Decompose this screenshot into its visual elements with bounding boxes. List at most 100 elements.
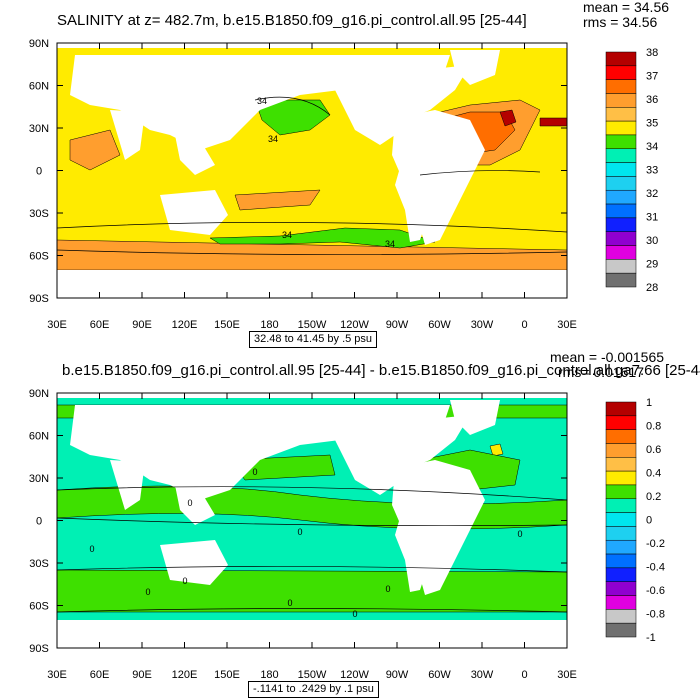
colorbar-label: -1 xyxy=(646,632,656,644)
colorbar-swatch xyxy=(605,512,637,527)
x-tick-label: 180 xyxy=(260,669,278,681)
colorbar-swatch xyxy=(605,429,637,444)
land-mass xyxy=(395,500,450,592)
y-tick-label: 60N xyxy=(29,81,49,93)
value-band xyxy=(499,109,517,127)
land-mass xyxy=(330,65,470,145)
colorbar-label: -0.8 xyxy=(646,609,665,621)
range-label: -.1141 to .2429 by .1 psu xyxy=(248,681,379,698)
colorbar-label: -0.2 xyxy=(646,538,665,550)
value-band xyxy=(234,189,321,211)
contour-label: 0 xyxy=(352,609,357,619)
x-tick-label: 150W xyxy=(298,669,327,681)
colorbar-swatch xyxy=(605,65,637,80)
contour-line xyxy=(56,486,568,501)
land-mass xyxy=(450,400,500,435)
x-tick-label: 30E xyxy=(47,319,67,331)
value-band xyxy=(209,227,436,249)
x-tick-label: 90W xyxy=(386,669,409,681)
colorbar-swatch xyxy=(605,595,637,610)
colorbar-label: 33 xyxy=(646,165,658,177)
colorbar-swatch xyxy=(605,162,637,177)
contour-label: 0 xyxy=(517,529,522,539)
colorbar-swatch xyxy=(605,259,637,274)
x-tick-label: 60E xyxy=(90,319,110,331)
colorbar-swatch xyxy=(605,457,637,472)
contour-line xyxy=(56,222,568,233)
difference-panel: b.e15.B1850.f09_g16.pi_control.all.95 [2… xyxy=(0,350,700,700)
colorbar-label: 0.4 xyxy=(646,468,661,480)
colorbar-swatch xyxy=(605,622,637,638)
colorbar-label: 1 xyxy=(646,397,652,409)
y-tick-label: 0 xyxy=(36,516,42,528)
contour-line xyxy=(419,170,541,176)
colorbar-swatch xyxy=(605,553,637,569)
x-tick-label: 0 xyxy=(521,319,527,331)
land-mass xyxy=(110,460,145,510)
colorbar-swatch xyxy=(605,203,637,219)
colorbar-swatch xyxy=(605,498,637,513)
chart-title: b.e15.B1850.f09_g16.pi_control.all.95 [2… xyxy=(62,362,700,379)
mean-label: mean = 34.56 xyxy=(583,0,670,15)
colorbar-label: 34 xyxy=(646,141,658,153)
rms-label: rms= 0.01617 xyxy=(558,364,644,380)
x-tick-label: 30W xyxy=(471,669,494,681)
contour-label: 0 xyxy=(89,544,94,554)
contour-line xyxy=(56,608,568,613)
y-tick-label: 60N xyxy=(29,431,49,443)
colorbar-label: 0.6 xyxy=(646,444,661,456)
contour-label: 0 xyxy=(287,598,292,608)
x-tick-label: 60W xyxy=(428,669,451,681)
colorbar-swatch xyxy=(605,107,637,122)
colorbar-swatch xyxy=(605,415,637,430)
salinity-map: 34 34 34 34 30E 60E 90E 120E 150E 180 150W 120W 90W 6… xyxy=(29,38,658,331)
y-tick-label: 0 xyxy=(36,166,42,178)
y-tick-label: 90N xyxy=(29,38,49,50)
x-tick-label: 30E xyxy=(47,669,67,681)
colorbar-label: 32 xyxy=(646,188,658,200)
y-tick-label: 60S xyxy=(29,601,49,613)
y-tick-label: 30S xyxy=(29,208,49,220)
land-mass xyxy=(450,50,500,85)
contour-label: 0 xyxy=(182,576,187,586)
colorbar-swatch xyxy=(605,79,637,94)
x-tick-label: 60W xyxy=(428,319,451,331)
x-tick-label: 30W xyxy=(471,319,494,331)
colorbar-label: 36 xyxy=(646,94,658,106)
contour-label: 0 xyxy=(252,467,257,477)
rms-label: rms = 34.56 xyxy=(583,14,658,30)
land-mass xyxy=(57,620,567,648)
contour-label: 34 xyxy=(257,96,267,106)
colorbar-swatch xyxy=(605,272,637,288)
colorbar-swatch xyxy=(605,470,637,486)
value-band xyxy=(69,129,121,171)
colorbar-swatch xyxy=(605,245,637,260)
y-tick-label: 30S xyxy=(29,558,49,570)
colorbar-swatch xyxy=(605,93,637,108)
colorbar-swatch xyxy=(605,526,637,541)
chart-title: SALINITY at z= 482.7m, b.e15.B1850.f09_g… xyxy=(57,12,527,29)
range-label: 32.48 to 41.45 by .5 psu xyxy=(249,331,378,348)
contour-label: 0 xyxy=(385,584,390,594)
land-mass xyxy=(175,135,215,175)
x-tick-label: 120W xyxy=(340,669,369,681)
colorbar-label: 31 xyxy=(646,212,658,224)
colorbar-swatch xyxy=(605,567,637,582)
x-tick-label: 90E xyxy=(132,319,152,331)
contour-label: 34 xyxy=(268,134,278,144)
value-band xyxy=(254,99,331,136)
land-mass xyxy=(330,415,470,495)
colorbar-swatch xyxy=(605,581,637,596)
colorbar-swatch xyxy=(605,189,637,205)
x-tick-label: 30E xyxy=(557,669,577,681)
value-band xyxy=(489,443,504,457)
colorbar-label: 35 xyxy=(646,118,658,130)
colorbar-label: 0.2 xyxy=(646,491,661,503)
colorbar-swatch xyxy=(605,231,637,246)
salinity-panel: SALINITY at z= 482.7m, b.e15.B1850.f09_g… xyxy=(29,0,670,348)
contour-label: 0 xyxy=(145,587,150,597)
x-tick-label: 150W xyxy=(298,319,327,331)
contour-label: 34 xyxy=(282,230,292,240)
colorbar-label: -0.6 xyxy=(646,585,665,597)
colorbar-swatch xyxy=(605,443,637,458)
